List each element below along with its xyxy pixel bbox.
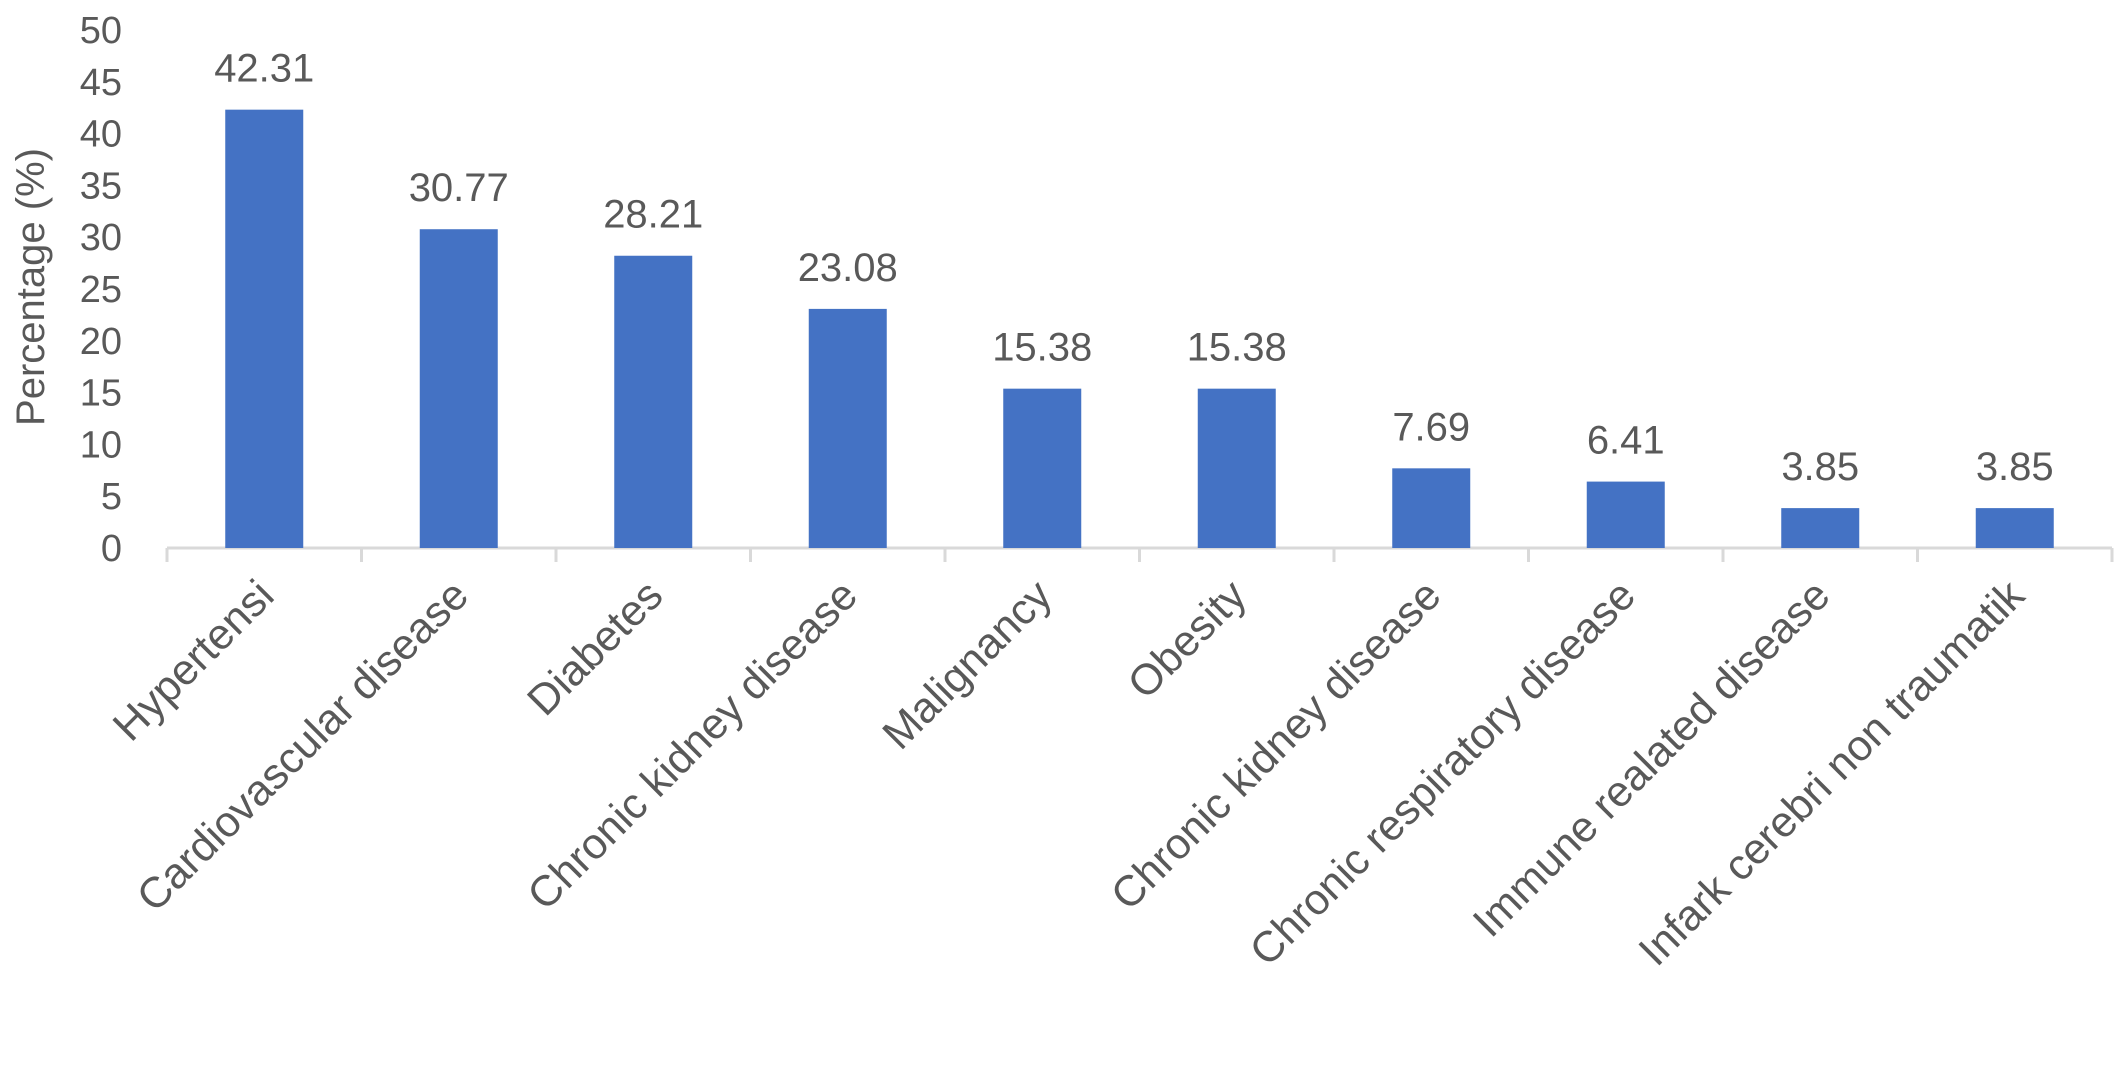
category-label: Hypertensi <box>104 571 283 750</box>
data-label: 28.21 <box>603 193 703 237</box>
category-label: Infark cerebri non traumatik <box>1630 571 2034 975</box>
y-tick-label: 15 <box>80 373 122 415</box>
bar <box>225 109 304 549</box>
x-axis <box>165 546 2114 562</box>
bar <box>419 229 498 549</box>
data-label: 3.85 <box>1976 445 2054 489</box>
bar <box>1392 468 1471 548</box>
data-label: 6.41 <box>1587 419 1665 463</box>
bar <box>1975 508 2054 548</box>
y-tick-label: 50 <box>80 10 122 52</box>
category-label: Cardiovascular disease <box>128 571 478 921</box>
y-tick-label: 10 <box>80 424 122 466</box>
y-tick-label: 5 <box>101 476 122 518</box>
data-label: 7.69 <box>1392 405 1470 449</box>
y-axis-title: Percentage (%) <box>9 148 53 426</box>
bar-series <box>225 109 2054 549</box>
y-tick-label: 25 <box>80 269 122 311</box>
bar <box>1197 388 1276 548</box>
y-tick-label: 45 <box>80 62 122 104</box>
bar <box>1586 481 1665 548</box>
bar <box>1003 388 1082 548</box>
y-axis-ticks: 0 5 10 15 20 25 30 35 40 45 50 <box>80 10 122 570</box>
data-labels: 42.31 30.77 28.21 23.08 15.38 15.38 7.69 6.41 3.… <box>214 47 2053 489</box>
bar <box>808 308 887 548</box>
category-label: Malignancy <box>874 571 1062 759</box>
y-tick-label: 30 <box>80 217 122 259</box>
data-label: 30.77 <box>409 166 509 210</box>
category-label: Obesity <box>1119 571 1256 708</box>
bar <box>614 255 693 549</box>
category-label: Immune realated disease <box>1464 571 1839 946</box>
category-label: Chronic respiratory disease <box>1241 571 1645 975</box>
category-label: Diabetes <box>518 571 672 725</box>
data-label: 3.85 <box>1781 445 1859 489</box>
y-tick-label: 0 <box>101 528 122 570</box>
category-label: Chronic kidney disease <box>1102 571 1450 919</box>
y-tick-label: 35 <box>80 165 122 207</box>
data-label: 42.31 <box>214 47 314 91</box>
bar <box>1781 508 1860 548</box>
y-tick-label: 20 <box>80 321 122 363</box>
data-label: 15.38 <box>1187 326 1287 370</box>
data-label: 23.08 <box>798 246 898 290</box>
y-tick-label: 40 <box>80 114 122 156</box>
category-label: Chronic kidney disease <box>519 571 867 919</box>
data-label: 15.38 <box>992 326 1092 370</box>
